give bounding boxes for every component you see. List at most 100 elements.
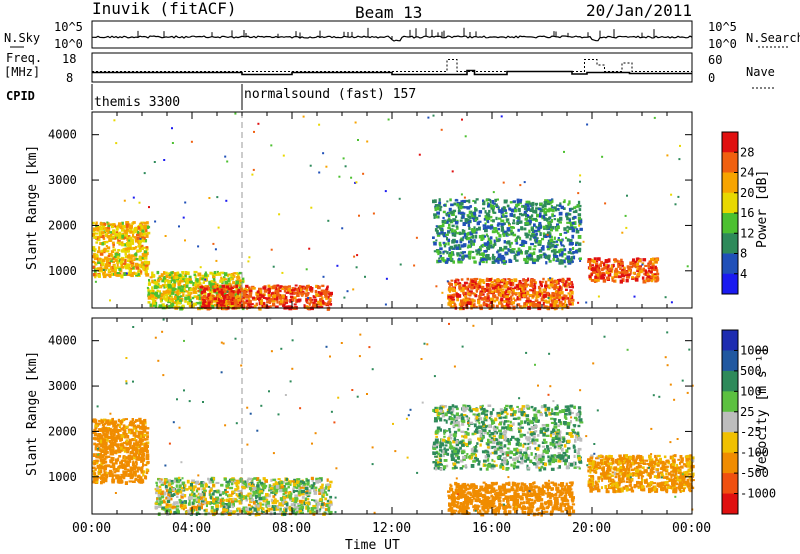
data-cell <box>145 456 150 461</box>
data-cell <box>109 465 113 468</box>
data-cell-noise <box>582 240 585 243</box>
data-cell <box>443 204 446 207</box>
data-cell <box>211 480 215 484</box>
data-cell <box>120 459 123 463</box>
data-cell <box>447 226 451 230</box>
data-cell <box>256 290 260 294</box>
data-cell <box>176 491 180 495</box>
data-cell <box>158 502 162 506</box>
data-cell <box>466 277 469 281</box>
data-cell <box>469 233 473 236</box>
data-cell <box>492 219 495 223</box>
data-cell <box>100 476 104 480</box>
data-cell <box>449 198 452 202</box>
data-cell <box>127 263 131 268</box>
data-cell <box>508 207 512 211</box>
data-cell <box>502 231 506 236</box>
data-cell <box>246 478 249 483</box>
data-cell <box>495 299 499 302</box>
data-cell <box>135 470 139 473</box>
data-cell <box>434 204 439 207</box>
data-cell <box>562 207 566 210</box>
data-cell <box>227 296 232 300</box>
data-cell <box>199 277 202 281</box>
data-cell <box>302 493 306 496</box>
data-cell-noise <box>549 277 552 280</box>
data-cell <box>121 234 125 239</box>
data-cell <box>497 206 500 211</box>
data-cell <box>105 455 108 459</box>
data-cell <box>92 233 96 237</box>
data-cell-noise <box>154 220 157 223</box>
data-cell <box>462 291 466 295</box>
data-cell <box>551 295 556 299</box>
data-cell <box>195 498 200 502</box>
data-cell <box>139 420 143 425</box>
data-cell <box>210 509 214 513</box>
data-cell <box>196 487 201 491</box>
data-cell-noise <box>139 237 142 240</box>
data-cell <box>108 274 112 278</box>
data-cell <box>183 504 187 508</box>
data-cell <box>538 207 542 211</box>
data-cell <box>103 446 107 450</box>
data-cell <box>636 272 641 276</box>
data-cell <box>531 234 535 237</box>
data-cell <box>278 510 283 513</box>
data-cell <box>106 257 110 262</box>
data-cell <box>104 422 106 426</box>
data-cell <box>523 291 527 294</box>
data-cell <box>209 502 212 506</box>
data-cell <box>520 292 524 296</box>
data-cell <box>442 241 446 244</box>
data-cell <box>248 294 253 298</box>
data-cell-noise <box>579 174 582 177</box>
data-cell-noise <box>269 290 271 293</box>
data-cell <box>197 294 201 297</box>
data-cell <box>117 235 122 239</box>
data-cell <box>520 295 523 299</box>
data-cell <box>487 296 490 301</box>
data-cell <box>99 242 102 245</box>
data-cell <box>559 216 563 221</box>
data-cell <box>211 285 215 289</box>
data-cell <box>169 510 173 514</box>
data-cell <box>134 435 138 438</box>
data-cell <box>505 295 510 299</box>
data-cell <box>326 290 330 294</box>
data-cell <box>501 291 505 295</box>
data-cell <box>544 213 548 216</box>
data-cell <box>566 277 571 281</box>
data-cell <box>198 482 202 486</box>
data-cell <box>447 302 452 306</box>
data-cell <box>127 243 132 248</box>
data-cell <box>549 239 553 243</box>
data-cell <box>451 298 456 301</box>
data-cell <box>119 443 124 447</box>
data-cell <box>253 509 258 512</box>
data-cell <box>241 303 245 307</box>
data-cell <box>329 480 333 484</box>
data-cell <box>469 240 474 243</box>
data-cell <box>448 282 452 285</box>
data-cell <box>151 271 154 275</box>
data-cell <box>531 304 536 307</box>
data-cell <box>571 286 574 289</box>
data-cell <box>439 207 442 212</box>
data-cell <box>558 211 563 216</box>
data-cell <box>294 494 299 498</box>
data-cell <box>546 300 551 304</box>
data-cell <box>222 491 227 494</box>
data-cell <box>572 210 576 214</box>
data-cell <box>119 461 122 464</box>
nsky-tick-high: 10^5 <box>54 20 83 34</box>
data-cell <box>467 236 471 240</box>
data-cell <box>559 259 563 262</box>
data-cell <box>647 264 651 269</box>
data-cell <box>119 448 123 452</box>
data-cell <box>636 257 640 260</box>
data-cell <box>219 279 223 283</box>
data-cell <box>522 290 526 293</box>
data-cell <box>558 291 561 295</box>
data-cell <box>254 500 258 503</box>
